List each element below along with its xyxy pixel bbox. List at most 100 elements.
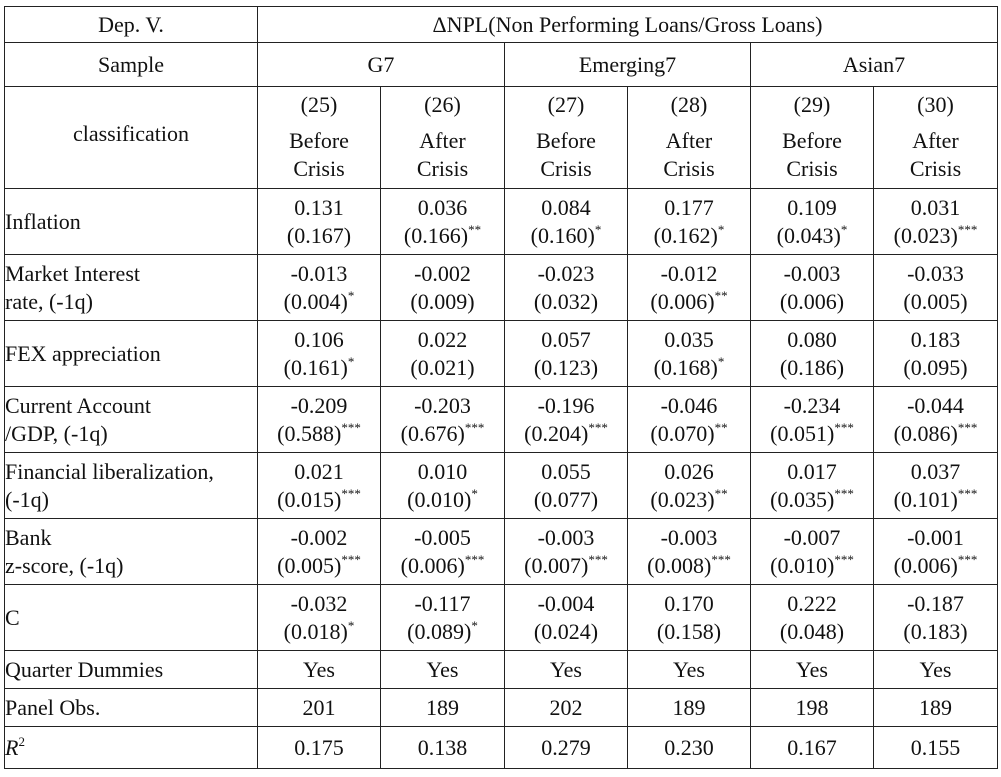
coefficient-cell: -0.004 (0.024) bbox=[504, 584, 628, 651]
r-squared-value: 0.138 bbox=[380, 726, 505, 769]
variable-row: Inflation 0.131 (0.167) 0.036 (0.166)** 0.084… bbox=[4, 188, 998, 255]
quarter-dummies-value: Yes bbox=[873, 650, 998, 689]
significance-stars: *** bbox=[711, 551, 731, 567]
coefficient: 0.183 bbox=[910, 326, 961, 352]
coefficient-cell: -0.002 (0.005)*** bbox=[257, 518, 381, 585]
coefficient: -0.002 bbox=[414, 260, 471, 286]
coefficient-cell: 0.010 (0.010)* bbox=[380, 452, 505, 519]
column-number-row: classification (25) (26) (27) (28) (29) … bbox=[4, 86, 998, 189]
coefficient: 0.036 bbox=[417, 194, 468, 220]
standard-error: (0.006) bbox=[400, 552, 465, 578]
coefficient: 0.084 bbox=[541, 194, 591, 220]
coefficient: -0.003 bbox=[660, 524, 718, 550]
significance-stars: * bbox=[594, 221, 602, 237]
significance-stars: * bbox=[347, 617, 355, 633]
group-asian7: Asian7 bbox=[750, 42, 998, 87]
coefficient: 0.026 bbox=[664, 458, 714, 484]
dep-var-row: Dep. V. ΔNPL(Non Performing Loans/Gross … bbox=[4, 6, 998, 43]
variable-label: Inflation bbox=[4, 188, 258, 255]
coefficient: 0.170 bbox=[664, 590, 714, 616]
coefficient-cell: 0.017 (0.035)*** bbox=[750, 452, 874, 519]
coefficient-cell: -0.234 (0.051)*** bbox=[750, 386, 874, 453]
variable-row: FEX appreciation 0.106 (0.161)* 0.022 (0.021… bbox=[4, 320, 998, 387]
standard-error: (0.161) bbox=[283, 354, 348, 380]
significance-stars: * bbox=[347, 353, 355, 369]
coefficient-cell: 0.183 (0.095) bbox=[873, 320, 998, 387]
column-number: (25) bbox=[257, 86, 381, 123]
r-squared-value: 0.155 bbox=[873, 726, 998, 769]
standard-error: (0.676) bbox=[400, 420, 465, 446]
panel-obs-value: 202 bbox=[504, 688, 628, 727]
variable-label: Financial liberalization, (-1q) bbox=[4, 452, 258, 519]
variable-label: FEX appreciation bbox=[4, 320, 258, 387]
standard-error: (0.008) bbox=[647, 552, 712, 578]
coefficient-cell: 0.170 (0.158) bbox=[627, 584, 751, 651]
coefficient-cell: 0.109 (0.043)* bbox=[750, 188, 874, 255]
variable-row: C -0.032 (0.018)* -0.117 (0.089)* -0.004 (0.02… bbox=[4, 584, 998, 651]
coefficient: -0.001 bbox=[907, 524, 964, 550]
coefficient-cell: -0.003 (0.006) bbox=[750, 254, 874, 321]
coefficient-cell: 0.036 (0.166)** bbox=[380, 188, 505, 255]
coefficient: -0.013 bbox=[290, 260, 348, 286]
standard-error: (0.089) bbox=[407, 618, 472, 644]
significance-stars: ** bbox=[714, 485, 728, 501]
standard-error: (0.048) bbox=[779, 618, 845, 644]
coefficient: 0.057 bbox=[541, 326, 591, 352]
coefficient: -0.203 bbox=[414, 392, 471, 418]
standard-error: (0.043) bbox=[776, 222, 841, 248]
significance-stars: *** bbox=[341, 551, 361, 567]
standard-error: (0.160) bbox=[530, 222, 595, 248]
significance-stars: *** bbox=[464, 419, 485, 435]
r-squared-value: 0.167 bbox=[750, 726, 874, 769]
column-number: (26) bbox=[380, 86, 505, 123]
column-class: After Crisis bbox=[380, 122, 505, 189]
coefficient-cell: 0.021 (0.015)*** bbox=[257, 452, 381, 519]
coefficient-cell: 0.022 (0.021) bbox=[380, 320, 505, 387]
standard-error: (0.204) bbox=[524, 420, 589, 446]
standard-error: (0.086) bbox=[893, 420, 958, 446]
coefficient: 0.222 bbox=[787, 590, 837, 616]
variable-row: Market Interest rate, (-1q) -0.013 (0.004)*… bbox=[4, 254, 998, 321]
panel-obs-value: 189 bbox=[380, 688, 505, 727]
standard-error: (0.006) bbox=[893, 552, 958, 578]
coefficient-cell: -0.044 (0.086)*** bbox=[873, 386, 998, 453]
coefficient: 0.031 bbox=[910, 194, 961, 220]
r-squared-label: R2 bbox=[4, 726, 258, 769]
significance-stars: ** bbox=[714, 419, 728, 435]
coefficient: -0.005 bbox=[414, 524, 471, 550]
group-emerging7: Emerging7 bbox=[504, 42, 751, 87]
standard-error: (0.009) bbox=[410, 288, 475, 314]
standard-error: (0.024) bbox=[533, 618, 599, 644]
coefficient-cell: 0.035 (0.168)* bbox=[627, 320, 751, 387]
significance-stars: *** bbox=[341, 419, 361, 435]
standard-error: (0.023) bbox=[650, 486, 715, 512]
standard-error: (0.101) bbox=[893, 486, 958, 512]
standard-error: (0.035) bbox=[770, 486, 835, 512]
panel-obs-label: Panel Obs. bbox=[4, 688, 258, 727]
significance-stars: *** bbox=[957, 419, 978, 435]
coefficient: -0.023 bbox=[537, 260, 595, 286]
coefficient: 0.109 bbox=[787, 194, 837, 220]
panel-obs-value: 201 bbox=[257, 688, 381, 727]
variable-row: Financial liberalization, (-1q) 0.021 (0.01… bbox=[4, 452, 998, 519]
coefficient-cell: 0.084 (0.160)* bbox=[504, 188, 628, 255]
significance-stars: *** bbox=[957, 485, 978, 501]
classification-label: classification bbox=[4, 86, 258, 189]
significance-stars: *** bbox=[834, 419, 854, 435]
sample-label: Sample bbox=[4, 42, 258, 87]
standard-error: (0.010) bbox=[770, 552, 835, 578]
coefficient: -0.003 bbox=[537, 524, 595, 550]
coefficient-cell: -0.046 (0.070)** bbox=[627, 386, 751, 453]
significance-stars: *** bbox=[588, 551, 608, 567]
coefficient: -0.004 bbox=[537, 590, 595, 616]
r-squared-value: 0.230 bbox=[627, 726, 751, 769]
standard-error: (0.021) bbox=[410, 354, 475, 380]
significance-stars: *** bbox=[834, 551, 854, 567]
coefficient: 0.022 bbox=[417, 326, 468, 352]
coefficient: -0.002 bbox=[290, 524, 348, 550]
coefficient: 0.017 bbox=[787, 458, 837, 484]
standard-error: (0.010) bbox=[407, 486, 472, 512]
r-squared-value: 0.279 bbox=[504, 726, 628, 769]
coefficient-cell: -0.003 (0.008)*** bbox=[627, 518, 751, 585]
standard-error: (0.162) bbox=[653, 222, 718, 248]
